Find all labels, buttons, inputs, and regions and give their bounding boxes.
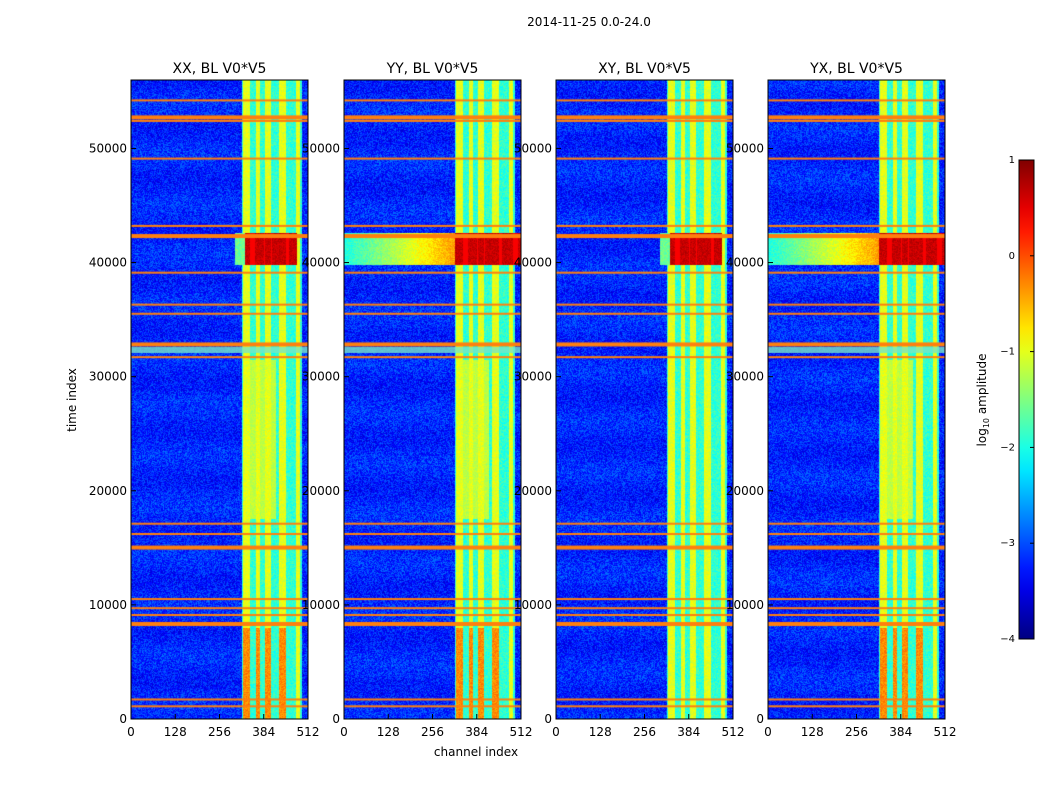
x-tick-label: 512: [510, 725, 533, 739]
panel-title: YY, BL V0*V5: [386, 61, 479, 77]
panel-yy: YY, BL V0*V5 0 128 256 384 512 0 10000 20000 3000…: [302, 61, 533, 739]
heatmap-image: [344, 80, 521, 719]
colorbar-tick-label: 1: [1009, 155, 1015, 166]
y-axis-label: time index: [65, 368, 79, 432]
x-tick-label: 256: [208, 725, 231, 739]
heatmap-image: [131, 80, 308, 719]
y-tick-label: 10000: [726, 598, 764, 612]
x-tick-label: 512: [297, 725, 320, 739]
x-tick-label: 128: [164, 725, 187, 739]
y-tick-label: 30000: [726, 370, 764, 384]
x-tick-label: 256: [845, 725, 868, 739]
heatmap-image: [556, 80, 733, 719]
y-tick-label: 20000: [302, 484, 340, 498]
x-axis-label: channel index: [434, 745, 518, 759]
x-tick-label: 128: [801, 725, 824, 739]
colorbar: 1 0 −1 −2 −3 −4 log10 amplitude: [975, 155, 1035, 645]
colorbar-tick-label: −2: [1000, 442, 1015, 453]
x-tick-label: 0: [764, 725, 772, 739]
y-tick-label: 10000: [514, 598, 552, 612]
y-tick-label: 50000: [302, 141, 340, 155]
y-tick-label: 0: [544, 712, 552, 726]
y-tick-label: 0: [119, 712, 127, 726]
x-tick-label: 256: [421, 725, 444, 739]
heatmap-panels: XX, BL V0*V5 0 128 256 384 512 0 10000 20000 3000…: [89, 61, 957, 739]
y-tick-label: 20000: [726, 484, 764, 498]
x-tick-label: 384: [252, 725, 275, 739]
y-tick-label: 40000: [302, 256, 340, 270]
y-tick-label: 50000: [726, 141, 764, 155]
x-tick-label: 384: [465, 725, 488, 739]
y-tick-label: 10000: [302, 598, 340, 612]
x-tick-label: 128: [377, 725, 400, 739]
colorbar-tick-label: 0: [1009, 251, 1015, 262]
x-tick-label: 0: [340, 725, 348, 739]
y-tick-label: 30000: [514, 370, 552, 384]
y-tick-label: 20000: [89, 484, 127, 498]
heatmap-image: [768, 80, 945, 719]
panel-title: XX, BL V0*V5: [173, 61, 267, 77]
y-tick-label: 0: [332, 712, 340, 726]
x-tick-label: 128: [589, 725, 612, 739]
y-tick-label: 40000: [514, 256, 552, 270]
panel-xx: XX, BL V0*V5 0 128 256 384 512 0 10000 20000 3000…: [89, 61, 320, 739]
y-tick-label: 30000: [89, 370, 127, 384]
y-tick-label: 50000: [514, 141, 552, 155]
y-tick-label: 40000: [726, 256, 764, 270]
x-tick-label: 384: [677, 725, 700, 739]
colorbar-tick-label: −1: [1000, 347, 1015, 358]
panel-title: XY, BL V0*V5: [598, 61, 691, 77]
y-tick-label: 20000: [514, 484, 552, 498]
colorbar-tick-label: −4: [1000, 634, 1015, 645]
panel-title: YX, BL V0*V5: [809, 61, 903, 77]
y-tick-label: 30000: [302, 370, 340, 384]
y-tick-label: 0: [756, 712, 764, 726]
panel-xy: XY, BL V0*V5 0 128 256 384 512 0 10000 20000 3000…: [514, 61, 745, 739]
colorbar-gradient: [1018, 159, 1035, 640]
x-tick-label: 0: [552, 725, 560, 739]
figure-title: 2014-11-25 0.0-24.0: [527, 15, 651, 29]
y-tick-label: 50000: [89, 141, 127, 155]
x-tick-label: 512: [722, 725, 745, 739]
x-tick-label: 512: [934, 725, 957, 739]
x-tick-label: 0: [127, 725, 135, 739]
colorbar-tick-label: −3: [1000, 538, 1015, 549]
y-tick-label: 10000: [89, 598, 127, 612]
x-tick-label: 256: [633, 725, 656, 739]
x-tick-label: 384: [889, 725, 912, 739]
y-tick-label: 40000: [89, 256, 127, 270]
colorbar-label: log10 amplitude: [975, 354, 991, 447]
panel-yx: YX, BL V0*V5 0 128 256 384 512 0 10000 20000 3000…: [726, 61, 957, 739]
